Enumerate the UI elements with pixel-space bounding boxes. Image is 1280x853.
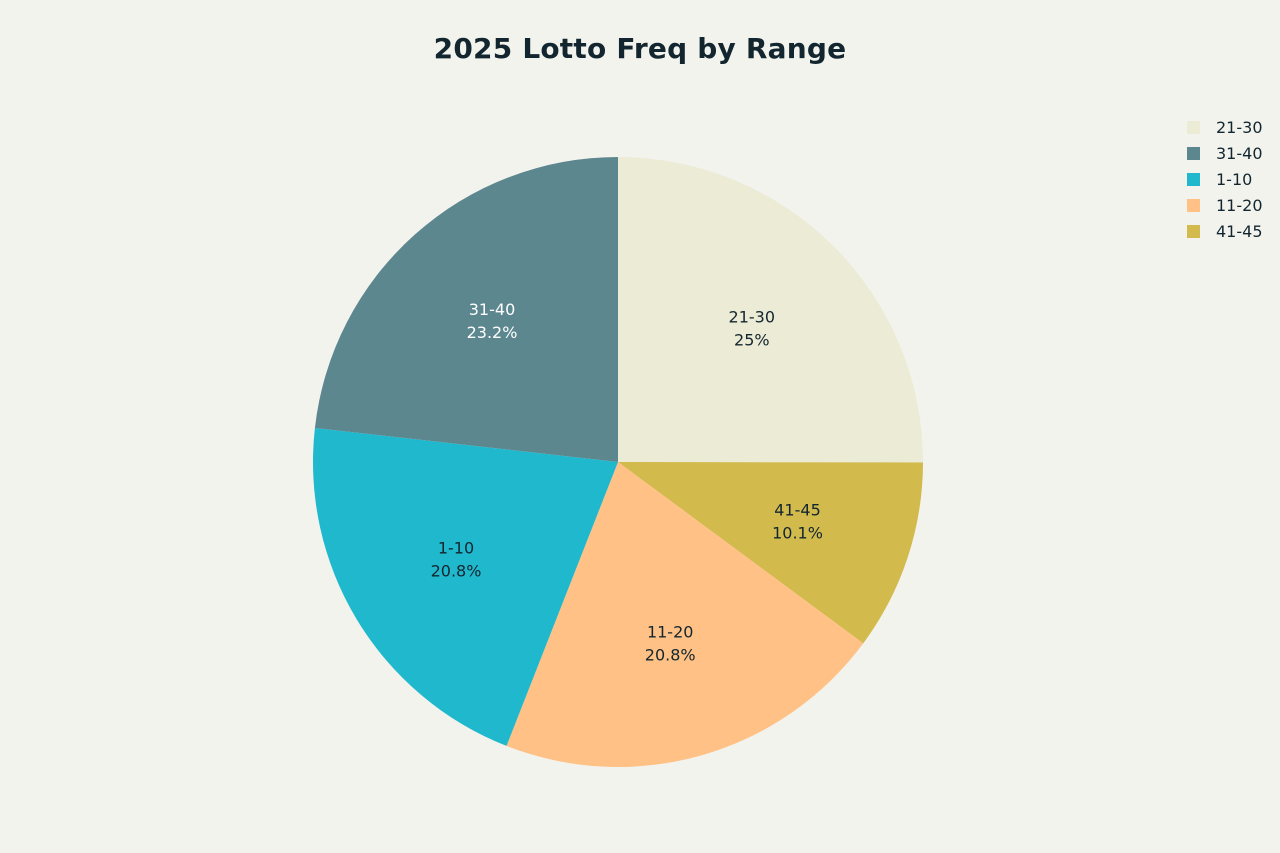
slice-percent-1-10: 20.8% (431, 562, 482, 581)
pie-slice-41-45 (618, 462, 923, 644)
legend-swatch (1187, 120, 1200, 134)
legend-swatch (1187, 146, 1200, 160)
legend-label: 31-40 (1216, 143, 1263, 163)
legend-label: 11-20 (1216, 195, 1263, 215)
legend-item-11-20[interactable]: 11-20 (1187, 192, 1263, 218)
legend-item-41-45[interactable]: 41-45 (1187, 218, 1263, 244)
legend-label: 1-10 (1216, 169, 1253, 189)
legend-label: 21-30 (1216, 117, 1263, 137)
slice-label-41-45: 41-45 (774, 500, 821, 519)
pie-labels: 21-30 25% 41-45 10.1% 11-20 20.8% 1-10 20.8% 31-… (431, 300, 823, 665)
slice-percent-41-45: 10.1% (772, 523, 823, 542)
slice-percent-31-40: 23.2% (467, 323, 518, 342)
chart-title: 2025 Lotto Freq by Range (433, 32, 847, 65)
legend-item-1-10[interactable]: 1-10 (1187, 166, 1263, 192)
slice-label-11-20: 11-20 (647, 623, 694, 642)
slice-label-31-40: 31-40 (469, 300, 516, 319)
pie-slice-1-10 (313, 428, 618, 746)
legend-swatch (1187, 224, 1200, 238)
slice-percent-11-20: 20.8% (645, 646, 696, 665)
legend-label: 41-45 (1216, 221, 1263, 241)
legend-item-21-30[interactable]: 21-30 (1187, 114, 1263, 140)
legend: 21-30 31-40 1-10 11-20 41-45 (1187, 114, 1263, 244)
slice-label-1-10: 1-10 (438, 539, 474, 558)
pie-slice-21-30 (618, 157, 924, 463)
pie-slice-31-40 (314, 156, 618, 462)
legend-swatch (1187, 198, 1200, 212)
slice-label-21-30: 21-30 (729, 307, 776, 326)
legend-swatch (1187, 172, 1200, 186)
slice-percent-21-30: 25% (734, 330, 770, 349)
pie-slices (313, 156, 924, 767)
pie-slice-11-20 (506, 462, 864, 767)
legend-item-31-40[interactable]: 31-40 (1187, 140, 1263, 166)
